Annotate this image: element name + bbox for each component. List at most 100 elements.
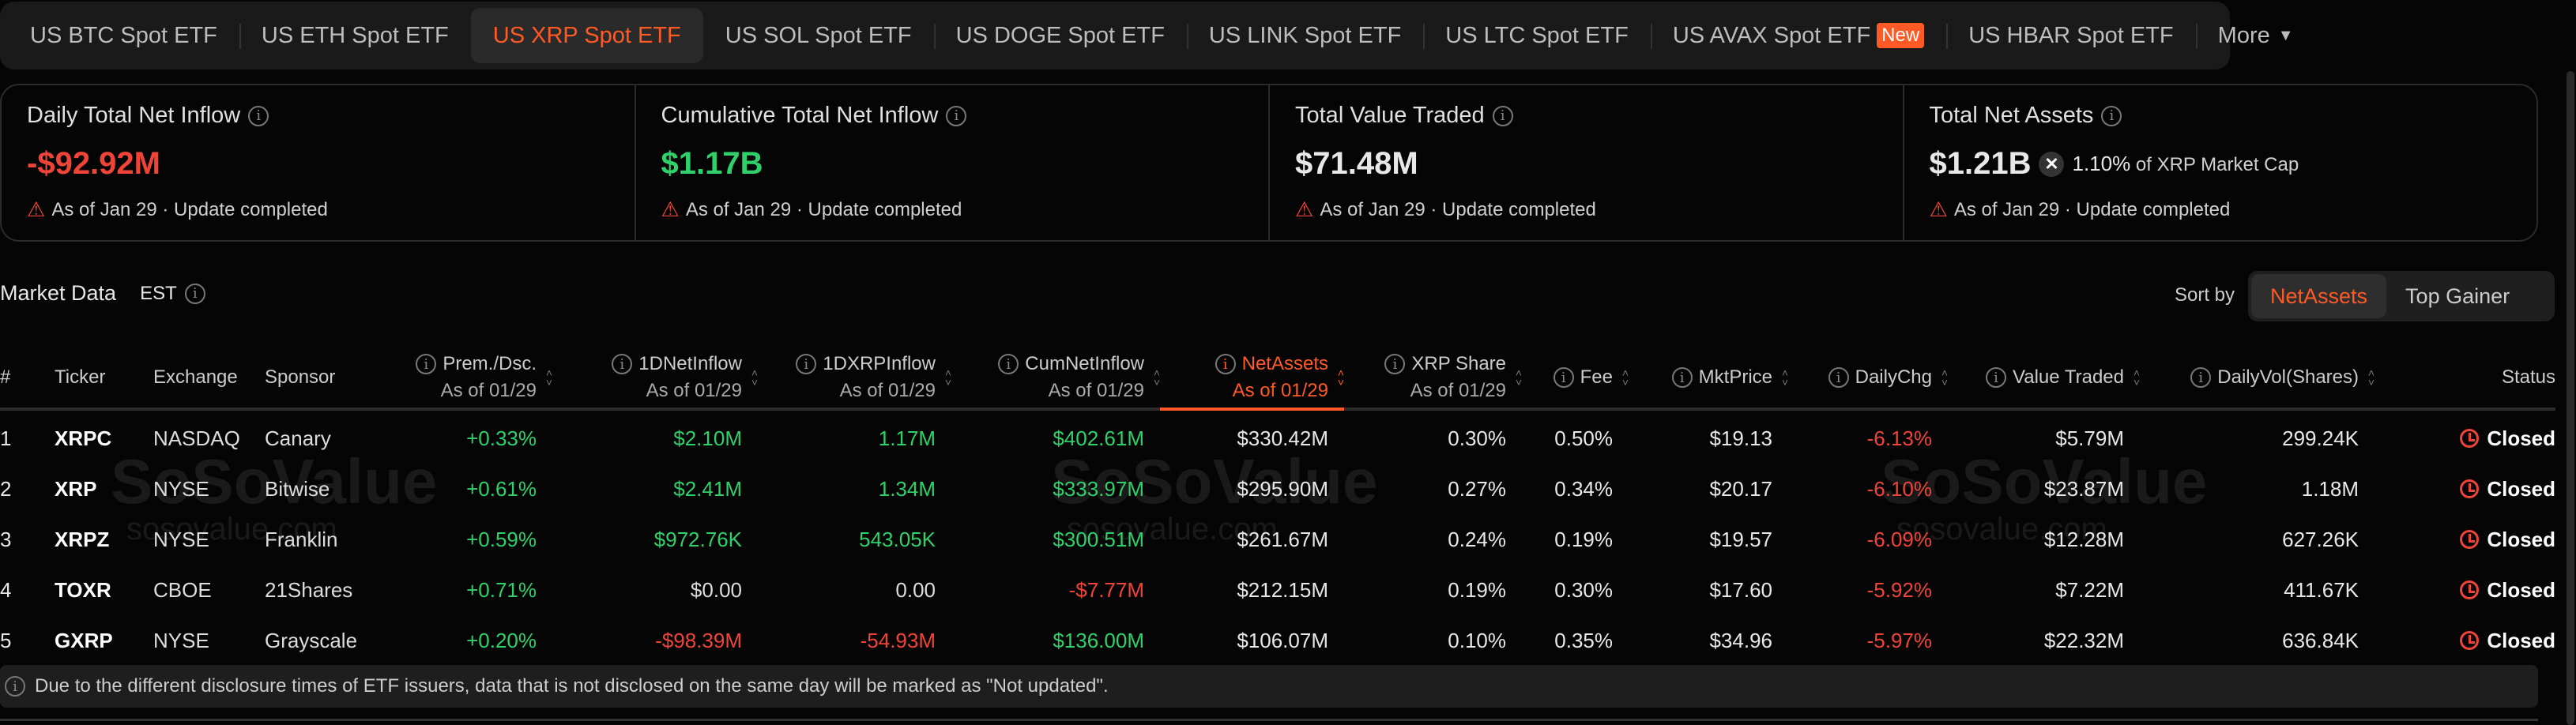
info-icon[interactable]: i [998, 354, 1019, 374]
column-header-cumnetinflow[interactable]: i CumNetInflow As of 01/29 ˄ ˅ [951, 347, 1160, 408]
sort-arrows-icon[interactable]: ˄ ˅ [1337, 366, 1344, 389]
header-sublabel: As of 01/29 [440, 380, 537, 401]
caret-down-icon: ▼ [2277, 26, 2294, 44]
tab-label: US LTC Spot ETF [1445, 22, 1629, 48]
cell-prem-dsc-: +0.61% [466, 476, 537, 501]
card-value-text: $1.21B [1929, 146, 2032, 181]
tab-us-hbar-spot-etf[interactable]: US HBAR Spot ETF [1946, 8, 2195, 63]
column-header-mktprice[interactable]: i MktPrice ˄ ˅ [1629, 347, 1788, 408]
clock-icon [2460, 530, 2480, 549]
tab-us-xrp-spot-etf[interactable]: US XRP Spot ETF [470, 8, 703, 63]
xrp-icon: ✕ [2039, 151, 2065, 177]
column-header-prem-dsc-[interactable]: i Prem./Dsc. As of 01/29 ˄ ˅ [379, 347, 552, 408]
cell--: 4 [0, 577, 12, 602]
table-row[interactable]: 1 XRPC NASDAQ Canary +0.33% $2.10M 1.17M $402.6… [0, 413, 2555, 464]
info-icon[interactable]: i [1986, 367, 2006, 388]
divider [0, 719, 2538, 721]
sort-arrows-icon[interactable]: ˄ ˅ [944, 366, 951, 389]
table-row[interactable]: 3 XRPZ NYSE Franklin +0.59% $972.76K 543.05K $3… [0, 514, 2555, 565]
sort-arrows-icon[interactable]: ˄ ˅ [2367, 366, 2375, 389]
sort-arrows-icon[interactable]: ˄ ˅ [751, 366, 758, 389]
cell-ticker[interactable]: GXRP [55, 628, 113, 652]
info-icon[interactable]: i [796, 354, 817, 374]
table-row[interactable]: 2 XRP NYSE Bitwise +0.61% $2.41M 1.34M $333.97M… [0, 464, 2555, 514]
cell-xrp-share: 0.10% [1448, 628, 1506, 652]
cell-mktprice: $19.13 [1709, 426, 1772, 450]
cell--: 3 [0, 527, 12, 551]
cell-ticker[interactable]: TOXR [55, 577, 111, 602]
status-cell: Closed [2375, 426, 2555, 451]
cell-prem-dsc-: +0.71% [466, 577, 537, 602]
summary-card: Total Net Assets i $1.21B ✕ 1.10% of XRP Mar… [1902, 85, 2537, 240]
column-header-dailyvol-shares-[interactable]: i DailyVol(Shares) ˄ ˅ [2140, 347, 2375, 408]
more-tab[interactable]: More ▼ [2195, 8, 2316, 63]
tab-us-ltc-spot-etf[interactable]: US LTC Spot ETF [1423, 8, 1651, 63]
sort-arrows-icon[interactable]: ˄ ˅ [1621, 366, 1629, 389]
cell-ticker[interactable]: XRPZ [55, 527, 110, 551]
sort-arrows-icon[interactable]: ˄ ˅ [2133, 366, 2140, 389]
tab-us-btc-spot-etf[interactable]: US BTC Spot ETF [8, 8, 239, 63]
cell-exchange: NYSE [153, 527, 209, 551]
tab-us-eth-spot-etf[interactable]: US ETH Spot ETF [239, 8, 471, 63]
column-header-dailychg[interactable]: i DailyChg ˄ ˅ [1788, 347, 1948, 408]
cell-ticker[interactable]: XRPC [55, 426, 112, 450]
column-header-sponsor: Sponsor [265, 347, 379, 408]
info-icon[interactable]: i [2190, 367, 2212, 388]
sort-netassets-button[interactable]: NetAssets [2251, 274, 2387, 318]
sort-arrows-icon[interactable]: ˄ ˅ [1941, 366, 1948, 389]
sort-arrows-icon[interactable]: ˄ ˅ [545, 366, 552, 389]
table-row[interactable]: 4 TOXR CBOE 21Shares +0.71% $0.00 0.00 -$7.77M $… [0, 565, 2555, 615]
sort-arrows-icon[interactable]: ˄ ˅ [1515, 366, 1522, 389]
info-icon[interactable]: i [1215, 354, 1236, 374]
header-label: # [0, 366, 11, 388]
column-header-xrp-share[interactable]: i XRP Share As of 01/29 ˄ ˅ [1344, 347, 1522, 408]
info-icon[interactable]: i [1553, 367, 1574, 388]
cell-ticker[interactable]: XRP [55, 476, 97, 501]
column-header-netassets[interactable]: i NetAssets As of 01/29 ˄ ˅ [1160, 347, 1344, 411]
header-label-row: i Fee [1553, 366, 1613, 389]
tab-us-doge-spot-etf[interactable]: US DOGE Spot ETF [933, 8, 1187, 63]
status-cell: Closed [2375, 629, 2555, 653]
column-header-fee[interactable]: i Fee ˄ ˅ [1522, 347, 1629, 408]
header-label: DailyVol(Shares) [2217, 366, 2359, 388]
cell-cumnetinflow: $136.00M [1053, 628, 1144, 652]
info-icon[interactable]: i [1671, 367, 1693, 388]
header-sublabel: As of 01/29 [646, 380, 742, 401]
card-title: Total Value Traded i [1295, 103, 1877, 129]
sort-arrows-icon[interactable]: ˄ ˅ [1781, 366, 1788, 389]
scrollbar[interactable] [2567, 71, 2574, 725]
column-header-status: Status [2375, 347, 2555, 408]
card-value: -$92.92M [27, 146, 609, 182]
header-label: Ticker [55, 366, 106, 388]
header-label: Prem./Dsc. [443, 353, 537, 374]
header-label-row: i Value Traded [1986, 366, 2124, 389]
header-label: Sponsor [265, 366, 336, 388]
tab-us-avax-spot-etf[interactable]: US AVAX Spot ETF New [1650, 8, 1946, 63]
info-icon[interactable]: i [1384, 354, 1406, 374]
info-icon[interactable]: i [248, 105, 269, 126]
cell-exchange: NASDAQ [153, 426, 240, 450]
cell-dailyvol-shares-: 636.84K [2282, 628, 2359, 652]
tab-us-sol-spot-etf[interactable]: US SOL Spot ETF [703, 8, 934, 63]
column-header-1dnetinflow[interactable]: i 1DNetInflow As of 01/29 ˄ ˅ [552, 347, 758, 408]
info-icon[interactable]: i [184, 283, 205, 304]
cell--: 2 [0, 476, 12, 501]
sort-top-gainer-button[interactable]: Top Gainer [2405, 284, 2510, 308]
sort-arrows-icon[interactable]: ˄ ˅ [1153, 366, 1160, 389]
info-icon[interactable]: i [2101, 105, 2122, 126]
cell-fee: 0.50% [1554, 426, 1613, 450]
cell-1dxrpinflow: 0.00 [895, 577, 936, 602]
table-row[interactable]: 5 GXRP NYSE Grayscale +0.20% -$98.39M -54.93M $… [0, 615, 2555, 666]
info-icon[interactable]: i [416, 354, 437, 374]
timezone[interactable]: EST i [140, 283, 205, 305]
tab-us-link-spot-etf[interactable]: US LINK Spot ETF [1186, 8, 1423, 63]
column-header-1dxrpinflow[interactable]: i 1DXRPInflow As of 01/29 ˄ ˅ [758, 347, 951, 408]
info-icon[interactable]: i [1492, 105, 1513, 126]
info-icon[interactable]: i [612, 354, 633, 374]
cell-netassets: $295.90M [1237, 476, 1328, 501]
info-icon[interactable]: i [946, 105, 967, 126]
clock-icon [2460, 429, 2480, 448]
card-status: ⚠ As of Jan 29 · Update completed [27, 197, 609, 222]
column-header-value-traded[interactable]: i Value Traded ˄ ˅ [1948, 347, 2140, 408]
info-icon[interactable]: i [1828, 367, 1849, 388]
